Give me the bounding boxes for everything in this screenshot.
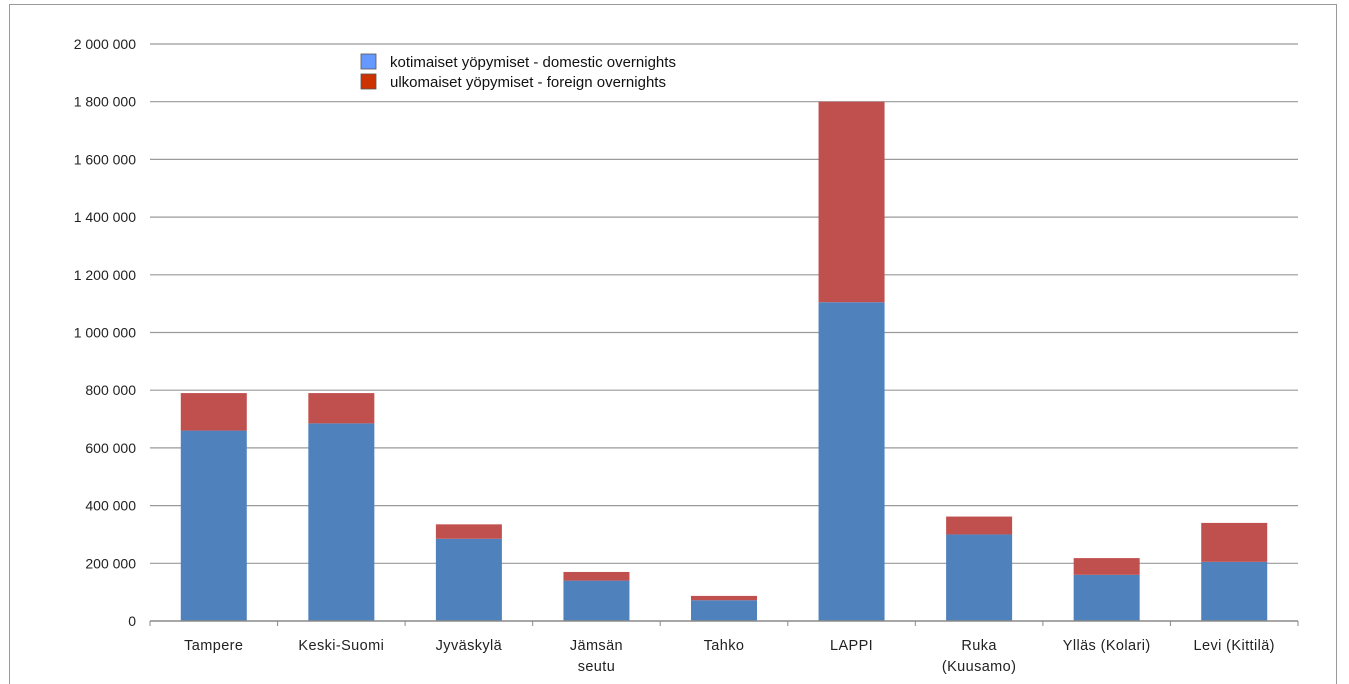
- x-tick-label: LAPPI: [830, 638, 873, 654]
- y-tick-label: 1 400 000: [74, 209, 136, 225]
- x-tick-label: Levi (Kittilä): [1194, 638, 1275, 654]
- y-tick-label: 2 000 000: [74, 36, 136, 52]
- y-tick-label: 800 000: [85, 382, 136, 398]
- legend-swatch-domestic: [360, 53, 377, 70]
- x-tick-label: Jämsän: [570, 638, 623, 654]
- bar-segment-foreign: [946, 516, 1013, 535]
- y-tick-label: 1 600 000: [74, 151, 136, 167]
- legend-label-foreign: ulkomaiset yöpymiset - foreign overnight…: [390, 74, 666, 91]
- y-tick-label: 1 000 000: [74, 325, 136, 341]
- y-axis-ticks: 0 200 000 400 000 600 000 800 000 1 000 000 1 …: [74, 36, 137, 629]
- bar-segment-domestic: [818, 302, 885, 621]
- bar-segment-domestic: [1201, 561, 1268, 621]
- bar-segment-foreign: [1201, 522, 1268, 562]
- bar-segment-foreign: [691, 595, 757, 601]
- bar-segment-domestic: [563, 580, 630, 621]
- x-tick-label: Tampere: [184, 638, 243, 654]
- y-tick-label: 1 200 000: [74, 267, 136, 283]
- x-tick-label: Ylläs (Kolari): [1063, 638, 1151, 654]
- bar-segment-foreign: [435, 524, 502, 539]
- y-tick-label: 1 800 000: [74, 94, 136, 110]
- bar-segment-domestic: [435, 538, 502, 621]
- bar-segment-domestic: [1073, 574, 1140, 621]
- y-tick-label: 0: [128, 613, 136, 629]
- legend-swatch-foreign: [360, 73, 377, 90]
- x-tick-label: Jyväskylä: [436, 638, 503, 654]
- bars: [180, 101, 1268, 621]
- bar-segment-foreign: [1073, 558, 1140, 575]
- x-tick-label: seutu: [578, 659, 615, 675]
- bar-segment-foreign: [563, 571, 630, 581]
- x-tick-label: Ruka: [961, 638, 997, 654]
- bar-segment-foreign: [180, 393, 247, 431]
- legend-label-domestic: kotimaiset yöpymiset - domestic overnigh…: [390, 54, 676, 71]
- x-axis-labels: Tampere Keski-Suomi Jyväskylä Jämsän seutu Ta…: [184, 638, 1275, 675]
- y-tick-label: 600 000: [85, 440, 136, 456]
- bar-segment-foreign: [308, 393, 375, 424]
- y-tick-label: 400 000: [85, 498, 136, 514]
- bar-segment-domestic: [308, 423, 375, 621]
- bar-segment-domestic: [691, 600, 757, 621]
- x-tick-label: Tahko: [704, 638, 745, 654]
- y-tick-label: 200 000: [85, 555, 136, 571]
- x-tick-label: (Kuusamo): [942, 659, 1017, 675]
- x-tick-label: Keski-Suomi: [298, 638, 384, 654]
- bar-segment-foreign: [818, 101, 885, 303]
- bar-segment-domestic: [180, 430, 247, 621]
- x-axis: [149, 620, 1299, 626]
- bar-segment-domestic: [946, 534, 1013, 621]
- legend: kotimaiset yöpymiset - domestic overnigh…: [360, 53, 676, 91]
